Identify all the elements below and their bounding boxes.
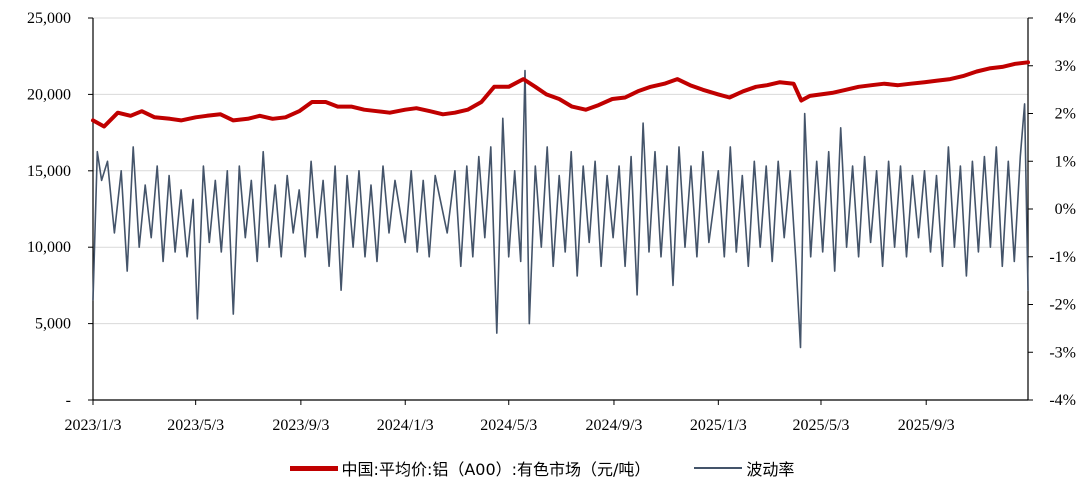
- left-axis-ticks: - 5,000 10,000 15,000 20,000 25,000: [27, 10, 93, 409]
- x-tick-label: 2025/1/3: [690, 417, 747, 434]
- series-line-price: [91, 60, 1030, 129]
- legend-item-price: 中国:平均价:铝（A00）:有色市场（元/吨）: [289, 456, 651, 480]
- legend: 中国:平均价:铝（A00）:有色市场（元/吨） 波动率: [0, 456, 1084, 480]
- right-tick-label: 4%: [1055, 10, 1076, 27]
- right-axis-ticks: -4% -3% -2% -1% 0% 1% 2% 3% 4%: [1028, 10, 1076, 409]
- left-tick-label: 10,000: [27, 239, 71, 256]
- right-tick-label: -3%: [1049, 344, 1076, 361]
- x-tick-label: 2023/5/3: [167, 417, 224, 434]
- legend-swatch-volatility: [694, 467, 743, 469]
- right-tick-label: -4%: [1049, 392, 1076, 409]
- right-tick-label: 1%: [1055, 153, 1076, 170]
- left-tick-label: -: [66, 392, 71, 409]
- legend-swatch-price: [289, 465, 338, 471]
- left-tick-label: 25,000: [27, 10, 71, 27]
- x-axis-ticks: 2023/1/3 2023/5/3 2023/9/3 2024/1/3 2024/5/3…: [65, 400, 955, 434]
- x-tick-label: 2023/1/3: [65, 417, 122, 434]
- legend-item-volatility: 波动率: [694, 456, 794, 480]
- series-line-volatility: [92, 69, 1029, 349]
- series-layer: [91, 60, 1030, 349]
- axes: [92, 18, 1029, 401]
- x-tick-label: 2025/5/3: [793, 417, 850, 434]
- left-tick-label: 20,000: [27, 86, 71, 103]
- left-tick-label: 5,000: [35, 316, 71, 333]
- legend-label-price: 中国:平均价:铝（A00）:有色市场（元/吨）: [341, 460, 651, 479]
- line-chart: - 5,000 10,000 15,000 20,000 25,000 -4% -3% -2%…: [27, 10, 1076, 434]
- x-tick-label: 2024/9/3: [586, 417, 643, 434]
- right-tick-label: -1%: [1049, 249, 1076, 266]
- right-tick-label: 2%: [1055, 106, 1076, 123]
- right-tick-label: 0%: [1055, 201, 1076, 218]
- x-tick-label: 2024/1/3: [377, 417, 434, 434]
- legend-label-volatility: 波动率: [746, 460, 795, 479]
- left-tick-label: 15,000: [27, 163, 71, 180]
- right-tick-label: 3%: [1055, 58, 1076, 75]
- gridlines: [93, 17, 1028, 325]
- x-tick-label: 2023/9/3: [272, 417, 329, 434]
- right-tick-label: -2%: [1049, 297, 1076, 314]
- x-tick-label: 2025/9/3: [898, 417, 955, 434]
- x-tick-label: 2024/5/3: [480, 417, 537, 434]
